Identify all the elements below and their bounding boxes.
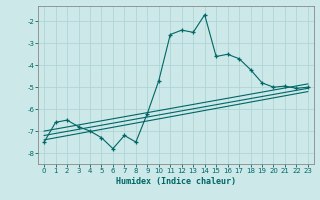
X-axis label: Humidex (Indice chaleur): Humidex (Indice chaleur) [116, 177, 236, 186]
